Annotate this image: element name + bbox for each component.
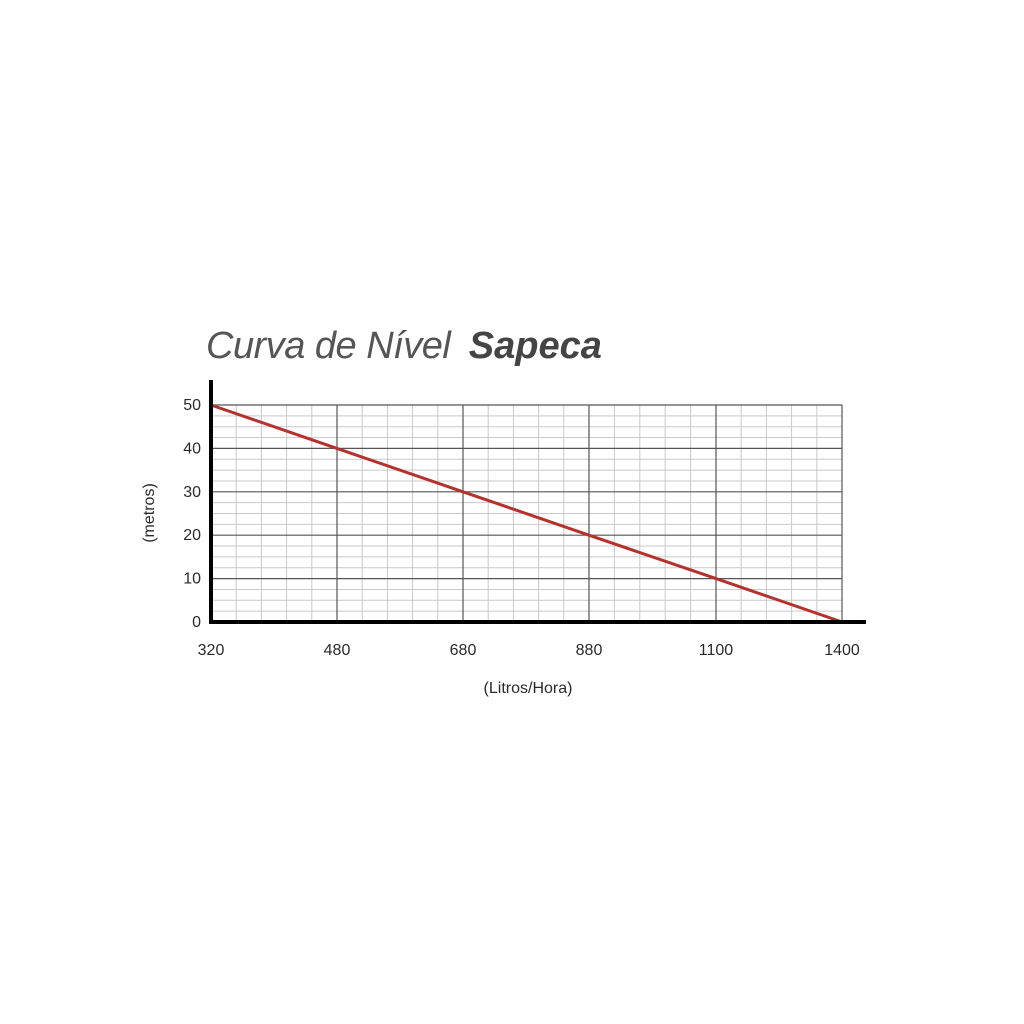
y-tick-labels: 0 10 20 30 40 50 (183, 397, 201, 631)
y-tick-label: 30 (183, 484, 201, 501)
x-tick-label: 480 (324, 642, 351, 659)
chart-title-prefix: Curva de Nível (206, 325, 452, 367)
y-tick-label: 10 (183, 571, 201, 588)
y-axis-label: (metros) (141, 483, 158, 543)
x-tick-label: 1400 (824, 642, 860, 659)
series-line (209, 403, 844, 624)
minor-grid (211, 405, 842, 622)
x-tick-label: 880 (576, 642, 603, 659)
chart-title-name: Sapeca (469, 325, 602, 367)
x-tick-label: 1100 (699, 642, 734, 659)
series-layer (209, 403, 844, 624)
y-tick-label: 50 (183, 397, 201, 414)
x-tick-label: 320 (198, 642, 225, 659)
x-axis-label: (Litros/Hora) (484, 680, 573, 697)
chart-title: Curva de Nível Sapeca (206, 325, 602, 367)
axes-layer (209, 380, 866, 624)
y-tick-label: 20 (183, 527, 201, 544)
y-tick-label: 40 (183, 440, 201, 457)
x-tick-label: 680 (450, 642, 477, 659)
x-tick-labels: 320 480 680 880 1100 1400 (198, 642, 860, 659)
major-grid (211, 404, 843, 622)
y-tick-label: 0 (192, 614, 201, 631)
